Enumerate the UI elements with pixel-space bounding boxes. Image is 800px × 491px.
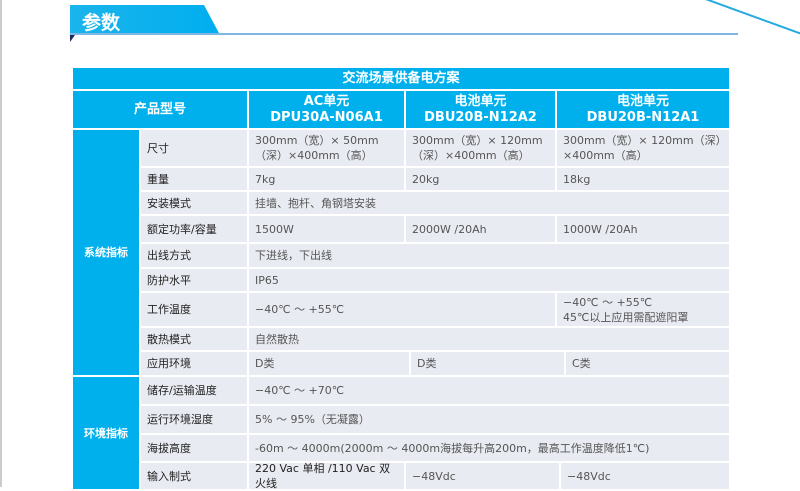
row-value: −40℃ ～ +55℃ xyxy=(248,292,556,327)
row-label: 散热模式 xyxy=(140,327,248,351)
row-value: 下进线，下出线 xyxy=(248,243,730,268)
section-divider xyxy=(70,33,738,35)
section-tab: 参数 xyxy=(70,5,220,35)
row-value: 300mm（宽）× 50mm（深）×400mm（高） xyxy=(248,129,405,167)
row-value: 18kg xyxy=(556,167,730,191)
row-label: 运行环境湿度 xyxy=(140,405,248,434)
row-value: 自然散热 xyxy=(248,327,730,351)
row-value: IP65 xyxy=(248,268,730,292)
row-value: 7kg xyxy=(248,167,405,191)
row-label: 储存/运输温度 xyxy=(140,376,248,405)
header-column: 电池单元 DBU20B-N12A1 xyxy=(556,90,730,129)
row-value: −48Vdc xyxy=(560,462,730,490)
decorative-line xyxy=(699,0,800,36)
row-value: 2000W /20Ah xyxy=(405,215,556,243)
row-value: −40℃ ～ +55℃ 45℃以上应用需配遮阳罩 xyxy=(556,292,730,327)
row-label: 输入制式 xyxy=(140,462,248,490)
row-value: C类 xyxy=(565,351,730,376)
row-value: −48Vdc xyxy=(405,462,560,490)
row-label: 海拔高度 xyxy=(140,434,248,462)
row-value: 220 Vac 单相 /110 Vac 双火线 xyxy=(248,462,405,490)
row-label: 尺寸 xyxy=(140,129,248,167)
section-tab-label: 参数 xyxy=(82,12,121,34)
tab-notch xyxy=(70,35,75,42)
row-label: 工作温度 xyxy=(140,292,248,327)
row-value: −40℃ ～ +70℃ xyxy=(248,376,730,405)
header-column: AC单元 DPU30A-N06A1 xyxy=(248,90,405,129)
row-value: 300mm（宽）× 120mm（深）×400mm（高） xyxy=(556,129,730,167)
row-label: 出线方式 xyxy=(140,243,248,268)
row-value: 1500W xyxy=(248,215,405,243)
row-label: 防护水平 xyxy=(140,268,248,292)
row-value: 300mm（宽）× 120mm（深）×400mm（高） xyxy=(405,129,556,167)
row-value: 20kg xyxy=(405,167,556,191)
row-value: 挂墙、抱杆、角钢塔安装 xyxy=(248,191,730,215)
group-environment: 环境指标 xyxy=(72,376,140,490)
row-label: 应用环境 xyxy=(140,351,248,376)
header-label: 产品型号 xyxy=(72,90,248,129)
row-value: D类 xyxy=(248,351,410,376)
page-edge xyxy=(0,0,2,487)
header-column: 电池单元 DBU20B-N12A2 xyxy=(405,90,556,129)
row-value: 1000W /20Ah xyxy=(556,215,730,243)
row-label: 安装模式 xyxy=(140,191,248,215)
row-value: -60m ～ 4000m(2000m ～ 4000m海拔每升高200m，最高工作… xyxy=(248,434,730,462)
row-value: 5% ～ 95%（无凝露） xyxy=(248,405,730,434)
row-value: D类 xyxy=(410,351,565,376)
row-label: 额定功率/容量 xyxy=(140,215,248,243)
group-system: 系统指标 xyxy=(72,129,140,376)
row-label: 重量 xyxy=(140,167,248,191)
table-title: 交流场景供备电方案 xyxy=(72,67,730,90)
